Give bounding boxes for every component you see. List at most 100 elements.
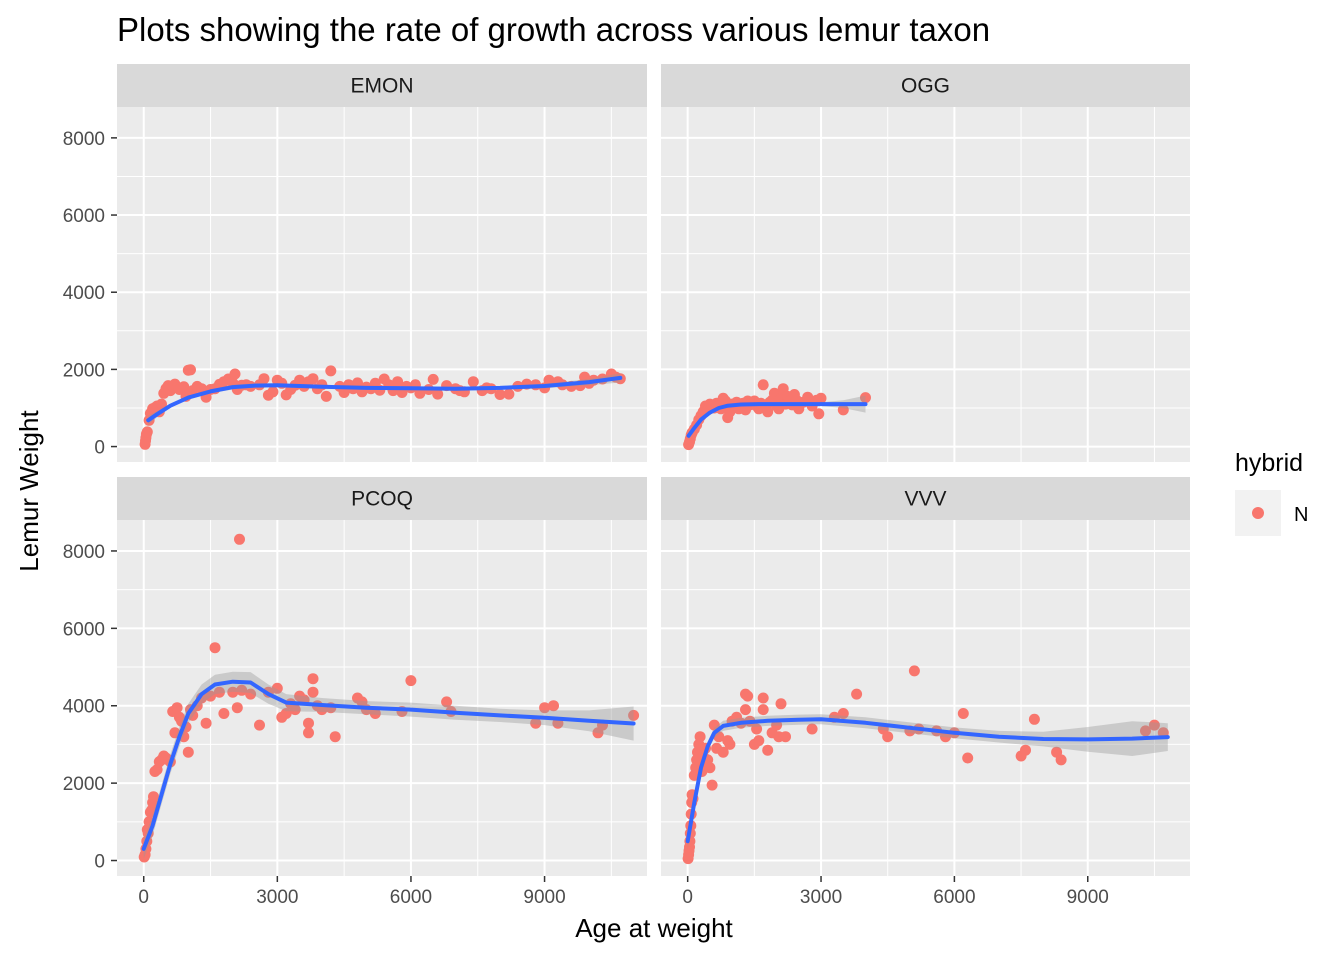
data-point xyxy=(258,373,270,385)
data-point xyxy=(171,702,183,714)
x-axis-title: Age at weight xyxy=(575,913,733,943)
data-point xyxy=(205,690,216,702)
data-point xyxy=(860,392,871,404)
data-point xyxy=(806,723,818,735)
data-point xyxy=(762,744,774,756)
data-point xyxy=(231,702,243,714)
facet-panels: EMON OGG PCOQ VVV xyxy=(117,64,1190,876)
data-point xyxy=(1020,744,1031,756)
data-point xyxy=(908,665,920,677)
data-point xyxy=(704,762,716,774)
y-tick-label: 8000 xyxy=(63,129,105,150)
data-point xyxy=(751,723,763,735)
data-point xyxy=(156,398,167,410)
data-point xyxy=(837,708,849,719)
y-axis-title: Lemur Weight xyxy=(14,410,44,572)
data-point xyxy=(229,368,241,380)
data-point xyxy=(724,738,736,750)
data-point xyxy=(280,708,292,719)
data-point xyxy=(271,682,283,694)
x-tick-label: 6000 xyxy=(390,887,432,908)
data-point xyxy=(267,386,279,398)
data-point xyxy=(757,692,769,704)
y-tick-label: 8000 xyxy=(63,542,105,563)
facet-strip-label: EMON xyxy=(351,75,414,98)
facet-panel-vvv: VVV xyxy=(661,477,1190,876)
panel-background xyxy=(117,107,647,462)
y-tick-label: 6000 xyxy=(63,619,105,640)
data-point xyxy=(1055,754,1067,766)
y-tick-label: 2000 xyxy=(63,360,105,381)
chart-title: Plots showing the rate of growth across … xyxy=(117,11,990,48)
data-point xyxy=(957,708,969,719)
data-point xyxy=(245,688,257,700)
data-point xyxy=(236,684,248,696)
data-point xyxy=(441,696,453,708)
x-tick-label: 9000 xyxy=(1067,887,1109,908)
data-point xyxy=(694,731,706,743)
data-point xyxy=(369,708,381,719)
legend-label: N xyxy=(1294,504,1308,526)
data-point xyxy=(837,404,849,416)
x-tick-label: 9000 xyxy=(523,887,565,908)
panel-background xyxy=(661,520,1190,876)
data-point xyxy=(543,374,555,386)
facet-strip xyxy=(661,477,1190,520)
data-point xyxy=(405,675,417,687)
data-point xyxy=(813,408,825,420)
y-tick-label: 0 xyxy=(94,438,105,459)
data-point xyxy=(494,389,506,400)
smooth-line xyxy=(141,679,636,851)
data-point xyxy=(530,717,542,729)
data-point xyxy=(851,688,863,700)
data-point xyxy=(178,381,190,393)
data-point xyxy=(303,717,314,729)
data-point xyxy=(548,700,559,712)
x-tick-label: 3000 xyxy=(800,887,842,908)
facet-panel-emon: EMON xyxy=(117,64,647,462)
x-tick-label: 3000 xyxy=(256,887,298,908)
data-point xyxy=(234,533,245,545)
data-point xyxy=(753,735,765,747)
data-point xyxy=(962,752,974,764)
data-point xyxy=(182,746,194,758)
data-point xyxy=(209,642,221,654)
y-tick-label: 4000 xyxy=(63,283,105,304)
facet-strip xyxy=(117,64,647,107)
data-point xyxy=(762,406,774,418)
data-point xyxy=(802,391,814,403)
data-point xyxy=(185,364,196,376)
data-point xyxy=(427,373,439,385)
axes: 0 2000 4000 6000 8000 0 2000 4000 6000 8000 0 3000 6… xyxy=(63,129,1109,908)
data-point xyxy=(392,376,404,388)
data-point xyxy=(706,779,718,791)
data-point xyxy=(329,731,341,743)
data-point xyxy=(780,731,791,743)
confidence-ribbon xyxy=(143,671,634,859)
y-tick-label: 0 xyxy=(94,852,105,873)
data-point xyxy=(757,704,769,716)
data-point xyxy=(775,698,787,710)
data-point xyxy=(325,365,337,377)
data-point xyxy=(227,686,239,698)
data-point xyxy=(432,388,444,400)
data-point xyxy=(708,719,720,731)
data-point xyxy=(1028,713,1040,725)
confidence-ribbon xyxy=(687,714,1168,849)
data-point xyxy=(303,727,314,739)
legend-title: hybrid xyxy=(1235,449,1303,477)
y-tick-label: 6000 xyxy=(63,206,105,227)
facet-strip-label: VVV xyxy=(904,488,946,511)
smooth-line xyxy=(686,402,868,438)
data-point xyxy=(141,426,153,438)
legend-point-marker xyxy=(1252,507,1264,519)
smooth-line xyxy=(685,717,1170,844)
facet-strip xyxy=(117,477,647,520)
facet-strip-label: PCOQ xyxy=(351,488,413,511)
data-point xyxy=(414,387,426,399)
data-point xyxy=(218,708,230,719)
y-tick-label: 4000 xyxy=(63,697,105,718)
data-point xyxy=(628,709,640,721)
data-point xyxy=(307,673,319,685)
